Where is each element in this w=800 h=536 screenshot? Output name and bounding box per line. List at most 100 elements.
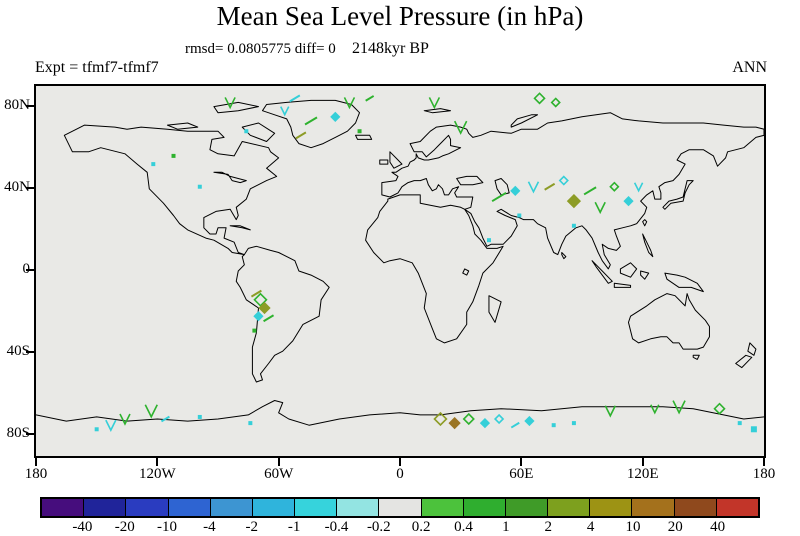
lon-tick: [399, 458, 401, 466]
diff-mark: [571, 223, 576, 228]
lon-tick-label: 120E: [626, 466, 659, 482]
lon-tick: [35, 458, 37, 466]
diff-mark: [583, 186, 597, 196]
colorbar-label: -4: [203, 519, 216, 535]
colorbar-label: 20: [667, 519, 683, 535]
coastline-path: [735, 354, 753, 369]
coastline-path: [379, 159, 389, 165]
diff-mark: [524, 415, 535, 427]
coastline-path: [166, 122, 199, 130]
coastline-path: [462, 268, 470, 276]
coastline-path: [365, 194, 504, 344]
diff-mark: [479, 417, 491, 429]
diff-mark: [510, 421, 520, 429]
world-map: [36, 92, 764, 433]
colorbar-segment: [716, 499, 758, 516]
diff-mark: [609, 181, 620, 192]
colorbar-segment: [42, 499, 85, 516]
colorbar-label: 0.2: [411, 519, 431, 535]
colorbar-label: 0.4: [454, 519, 473, 535]
lon-tick-label: 180: [24, 466, 48, 482]
colorbar-label: -0.2: [366, 519, 391, 535]
colorbar-label: -1: [287, 519, 301, 535]
lat-tick-label: 40S: [6, 342, 30, 359]
lon-tick: [156, 458, 159, 466]
diff-mark: [105, 419, 117, 432]
colorbar-segment: [548, 499, 591, 516]
diff-mark: [510, 185, 521, 196]
coastline-path: [494, 178, 510, 196]
diff-mark: [171, 153, 176, 158]
coastline-path: [261, 99, 361, 149]
diff-mark: [750, 426, 757, 433]
diff-mark: [737, 421, 742, 426]
diff-mark: [428, 97, 441, 110]
coastline-path: [36, 400, 764, 426]
diff-mark: [280, 106, 290, 117]
diff-mark: [252, 328, 257, 333]
coastline-path: [213, 171, 247, 184]
diff-mark: [258, 301, 271, 315]
diff-mark: [551, 423, 556, 428]
diff-mark: [197, 184, 202, 189]
diff-mark: [566, 193, 582, 209]
diff-mark: [244, 129, 249, 134]
coastline-path: [642, 219, 648, 227]
colorbar-label: -0.4: [324, 519, 349, 535]
season-annotation: ANN: [732, 59, 767, 76]
lon-tick-label: 180: [752, 466, 776, 482]
diff-mark: [517, 213, 522, 218]
colorbar-segment: [463, 499, 506, 516]
lon-tick-label: 60W: [264, 466, 294, 482]
coastline-path: [213, 101, 259, 114]
diff-mark: [623, 195, 634, 207]
colorbar-label: 4: [586, 519, 595, 535]
diff-mark: [491, 191, 507, 203]
lat-tick: [26, 350, 34, 353]
colorbar-label: 10: [625, 519, 641, 535]
coastline-path: [642, 233, 654, 258]
colorbar-label: 40: [710, 519, 726, 535]
lat-tick-label: 0: [22, 261, 31, 277]
diff-mark: [433, 411, 448, 427]
lat-tick-label: 40N: [4, 179, 30, 196]
colorbar-segment: [505, 499, 549, 516]
diff-mark: [250, 289, 262, 298]
colorbar-segment: [84, 499, 127, 516]
diff-mark: [365, 95, 375, 102]
lon-tick-label: 120W: [138, 466, 176, 482]
coastline-path: [640, 270, 650, 280]
colorbar-segment: [295, 499, 338, 516]
diff-mark: [448, 416, 461, 430]
diff-mark: [544, 182, 556, 191]
difference-marks: [94, 92, 757, 433]
diff-mark: [248, 421, 253, 426]
page-title: Mean Sea Level Pressure (in hPa): [216, 1, 584, 31]
lon-tick: [520, 458, 523, 466]
colorbar-label: 1: [502, 519, 510, 535]
colorbar-segment: [379, 499, 422, 516]
coastline-path: [747, 342, 757, 356]
colorbar-segment: [210, 499, 253, 516]
coastline-path: [389, 151, 403, 169]
diff-mark: [493, 413, 505, 425]
colorbar-segment: [632, 499, 675, 516]
diff-mark: [650, 404, 660, 415]
colorbar-segment: [252, 499, 296, 516]
colorbar-labels: -40 -20 -10 -4 -2 -1 -0.4 -0.2 0.2 0.4 1 2 4 10 20 40: [40, 519, 760, 536]
diff-mark: [633, 182, 644, 193]
diff-mark: [672, 400, 686, 415]
coastline-path: [627, 293, 710, 350]
diff-mark: [94, 427, 99, 432]
coastlines: [36, 99, 764, 426]
diff-mark: [160, 415, 170, 423]
lat-tick: [26, 187, 34, 190]
diff-mark: [253, 292, 268, 307]
lat-tick-label: 80S: [6, 424, 30, 441]
coastline-path: [241, 122, 276, 142]
diff-mark: [343, 97, 356, 110]
diff-mark: [462, 412, 475, 426]
diff-mark: [527, 181, 540, 194]
map-plot-area: [34, 84, 766, 458]
